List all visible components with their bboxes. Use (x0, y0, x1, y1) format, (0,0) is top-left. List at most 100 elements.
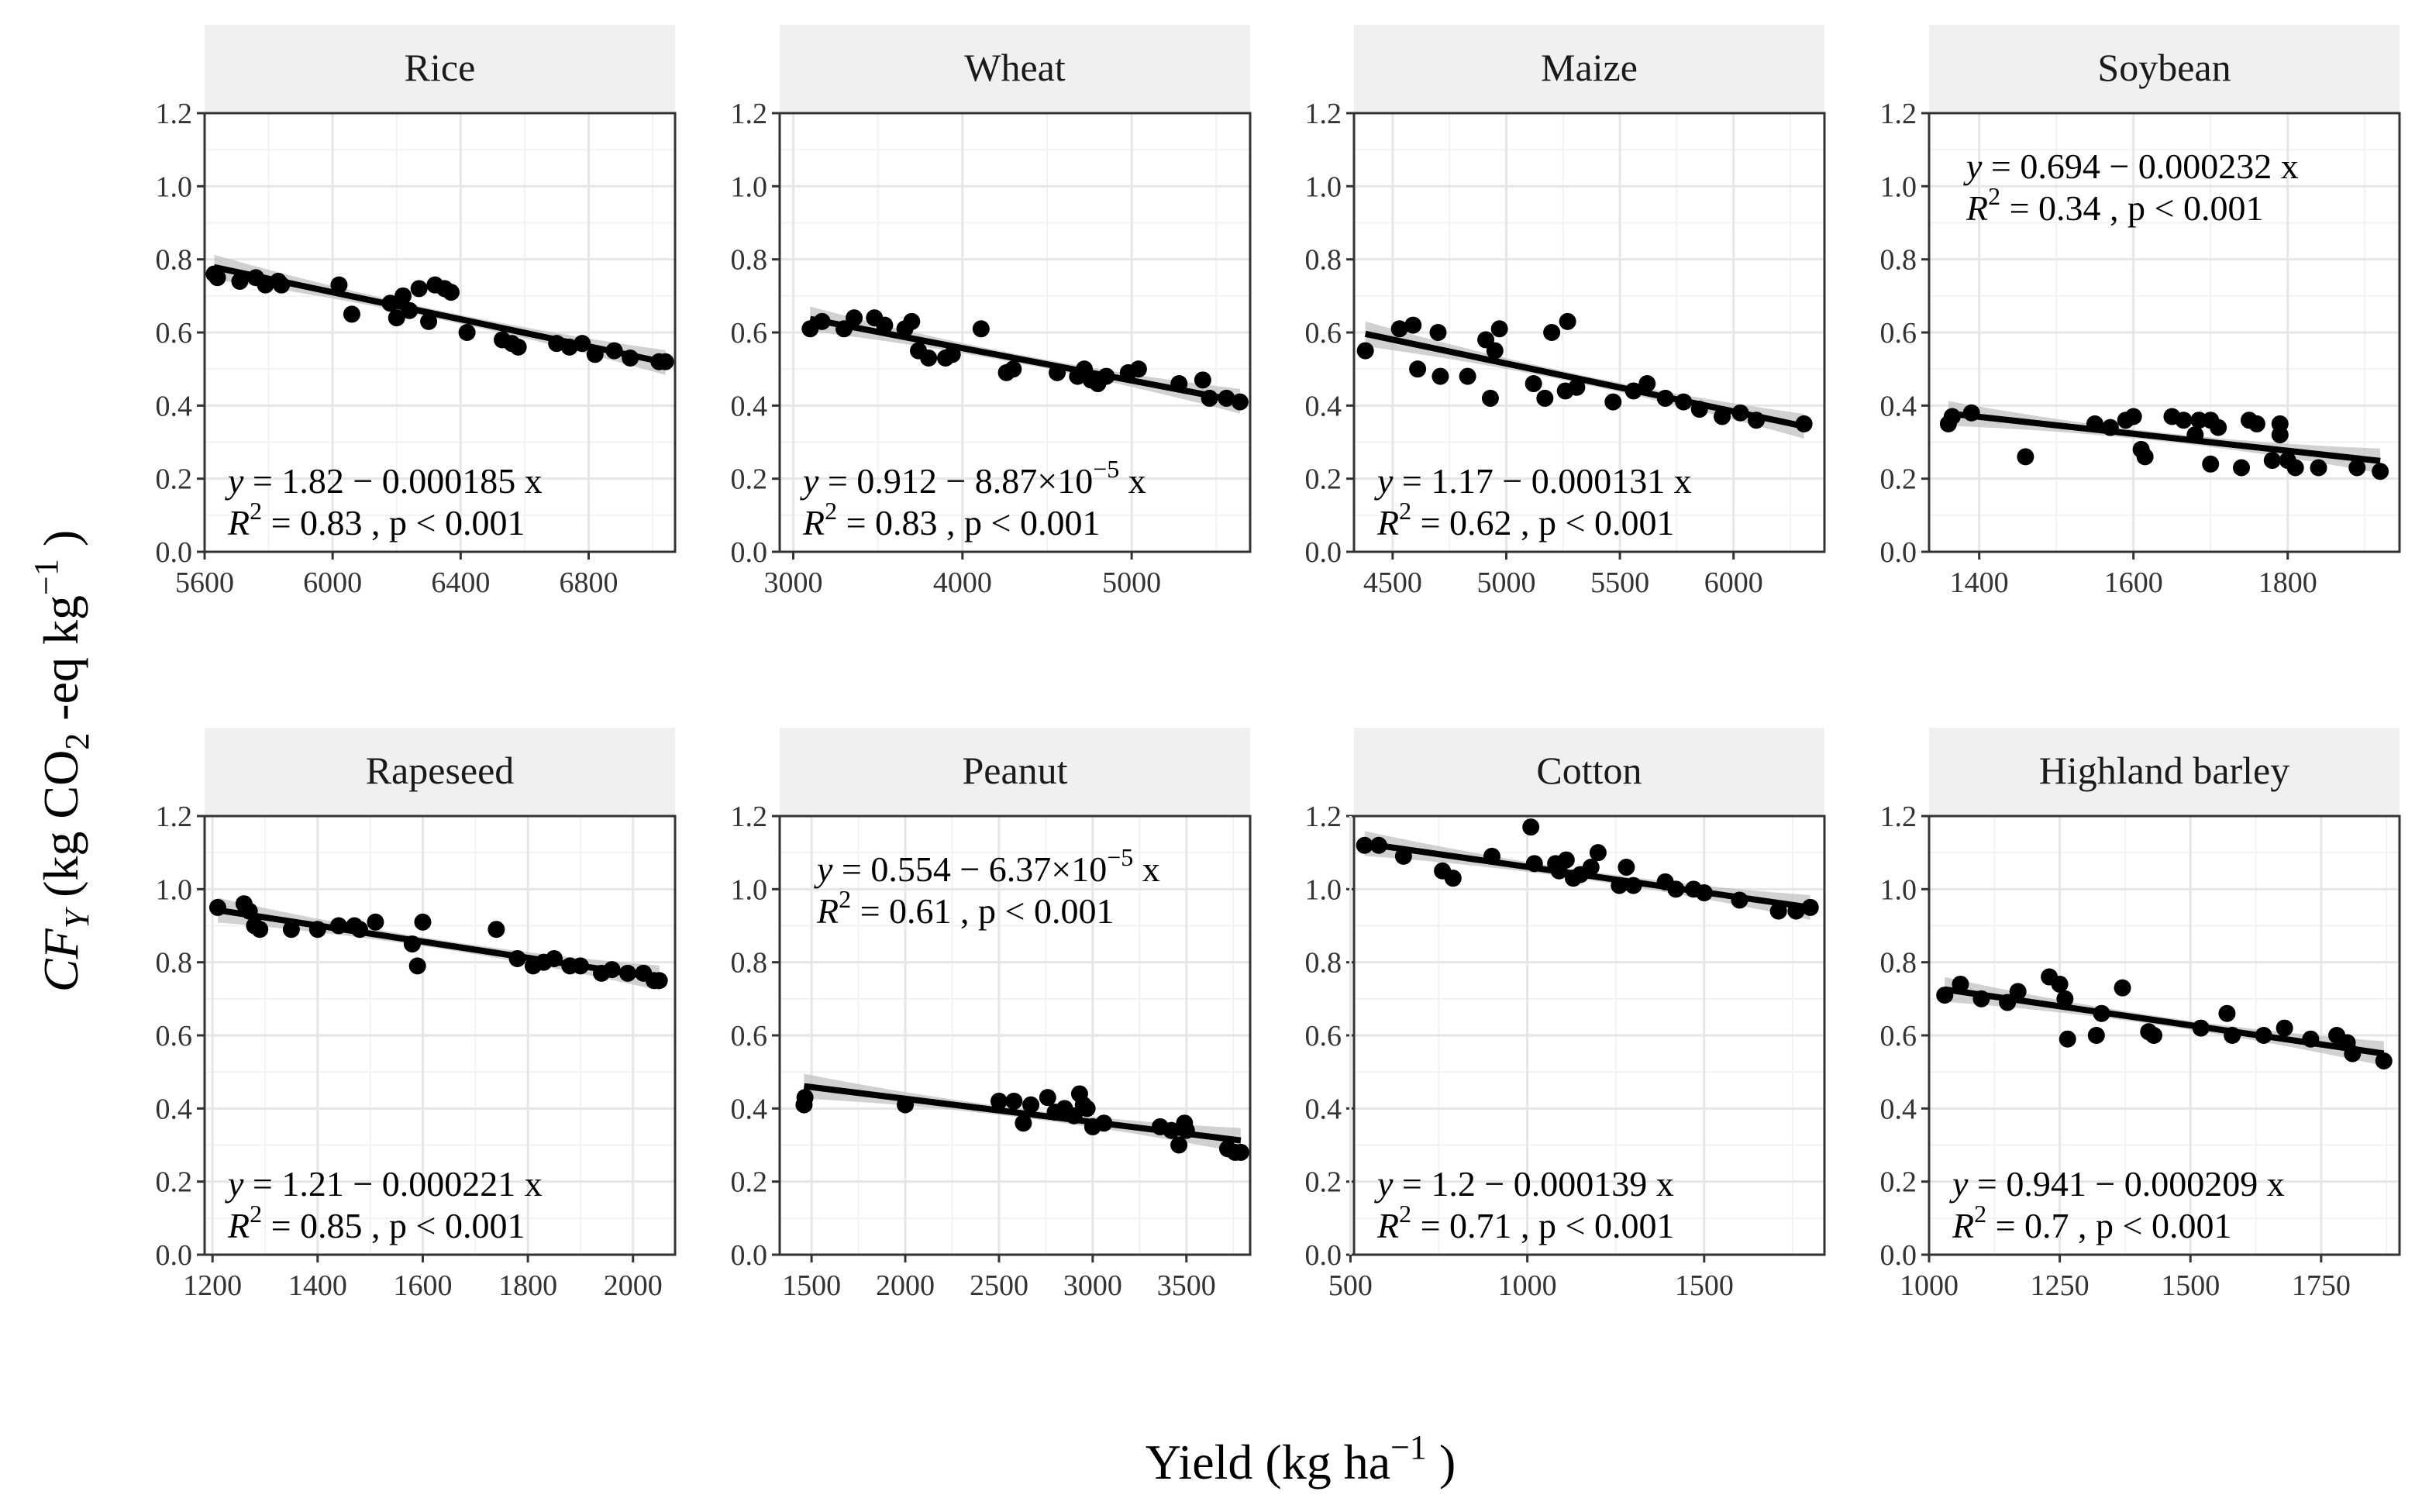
equation-body: = 1.82 − 0.000185 x (243, 461, 542, 501)
data-point (1589, 844, 1607, 862)
data-point (990, 1092, 1008, 1110)
data-point (1481, 389, 1499, 407)
tick-label-y: 0.6 (1305, 317, 1342, 350)
strip-highland-barley (1929, 728, 2400, 816)
tick-label-x: 1250 (2031, 1269, 2090, 1302)
data-point (2348, 459, 2366, 477)
tick-label-y: 0.2 (731, 1166, 768, 1199)
tick-label-y: 0.0 (731, 1239, 768, 1272)
data-point (2202, 455, 2220, 473)
data-point (1486, 342, 1504, 360)
equation-exponent: −5 (1107, 843, 1133, 871)
tick-label-x: 1400 (1950, 567, 2009, 599)
y-axis-title-suffix: ) (33, 530, 88, 559)
strip-soybean (1929, 25, 2400, 113)
data-point (1769, 902, 1787, 920)
tick-label-y: 0.0 (1305, 1239, 1342, 1272)
equation-rapeseed: y = 1.21 − 0.000221 x (225, 1164, 543, 1204)
tick-label-y: 0.4 (156, 390, 193, 422)
x-axis-title-text: Yield (kg ha (1146, 1435, 1390, 1490)
tick-label-x: 1000 (1498, 1269, 1557, 1302)
data-point (1170, 1136, 1188, 1154)
tick-label-y: 0.2 (156, 1166, 193, 1199)
r-squared-symbol: R (1376, 1206, 1399, 1245)
r-squared-symbol: R (816, 891, 839, 931)
r-squared-value: = 0.83 , p < 0.001 (262, 503, 525, 542)
data-point (1557, 851, 1575, 869)
data-point (488, 921, 505, 939)
data-point (410, 280, 428, 298)
equation-y: y (814, 849, 833, 889)
data-point (2136, 448, 2154, 466)
r-squared-peanut: R2 = 0.61 , p < 0.001 (816, 885, 1115, 931)
tick-label-y: 0.0 (1305, 536, 1342, 569)
data-point (1568, 378, 1586, 396)
data-point (1429, 324, 1447, 341)
strip-rapeseed (205, 728, 675, 816)
strip-peanut (780, 728, 1250, 816)
data-point (1543, 324, 1561, 341)
data-point (2218, 1004, 2236, 1022)
r-squared-exponent: 2 (1399, 1200, 1411, 1228)
data-point (2114, 979, 2131, 997)
tick-label-y: 0.4 (731, 390, 768, 422)
tick-label-y: 0.0 (156, 1239, 193, 1272)
panel-border-rice (203, 112, 677, 553)
data-point (1525, 375, 1542, 393)
data-point (1404, 316, 1422, 334)
data-point (1559, 312, 1576, 330)
r-squared-exponent: 2 (250, 1200, 262, 1228)
tick-label-x: 1400 (288, 1269, 347, 1302)
tick-label-y: 0.8 (156, 947, 193, 980)
y-axis-title-unit: (kg CO (33, 750, 88, 910)
panel-border-cotton (1352, 815, 1826, 1256)
tick-label-y: 0.6 (156, 317, 193, 350)
data-point (846, 309, 863, 327)
r-squared-symbol: R (227, 503, 250, 542)
panel-border-rapeseed (203, 815, 677, 1256)
tick-label-y: 0.8 (1880, 244, 1917, 277)
tick-label-y: 0.8 (731, 244, 768, 277)
data-point (420, 312, 438, 330)
tick-label-x: 4000 (933, 567, 992, 599)
data-point (1536, 389, 1554, 407)
data-point (1444, 870, 1462, 887)
equation-y: y (225, 461, 244, 501)
data-point (1129, 360, 1147, 378)
panel-rapeseed: Rapeseed 0.0 0.2 0.4 0.6 0.8 1.0 1.2 1200 1400 160… (156, 728, 677, 1302)
data-point (330, 276, 348, 294)
data-point (1431, 367, 1449, 385)
data-point (1618, 859, 1635, 877)
equation-wheat: y = 0.912 − 8.87×10−5 x (800, 455, 1146, 501)
fit-line-highland-barley (1944, 986, 2385, 1057)
tick-label-y: 1.0 (1305, 170, 1342, 203)
data-point (1004, 360, 1022, 378)
tick-label-y: 0.2 (1880, 1166, 1917, 1199)
tick-label-y: 1.2 (731, 801, 768, 833)
tick-label-y: 0.8 (1305, 244, 1342, 277)
r-squared-exponent: 2 (250, 497, 262, 525)
data-point (1015, 1114, 1032, 1132)
r-squared-exponent: 2 (1974, 1200, 1986, 1228)
tick-label-y: 0.6 (156, 1020, 193, 1052)
panel-border-maize (1352, 112, 1826, 553)
y-axis-title-cf: CF (33, 928, 88, 992)
data-point (1356, 342, 1374, 360)
equation-y: y (1374, 461, 1394, 501)
data-point (251, 921, 269, 939)
r-squared-symbol: R (227, 1206, 250, 1245)
tick-label-x: 1000 (1900, 1269, 1959, 1302)
tick-label-x: 1800 (2258, 567, 2317, 599)
r-squared-value: = 0.61 , p < 0.001 (851, 891, 1114, 931)
strip-label-rapeseed: Rapeseed (366, 749, 515, 792)
x-axis-title: Yield (kg ha−1 ) (1146, 1428, 1456, 1490)
r-squared-value: = 0.62 , p < 0.001 (1411, 503, 1674, 542)
equation-body: = 1.2 − 0.000139 x (1393, 1164, 1673, 1204)
y-axis-title-cf-sub: Y (58, 906, 96, 928)
r-squared-symbol: R (1952, 1206, 1974, 1245)
r-squared-exponent: 2 (825, 497, 837, 525)
r-squared-soybean: R2 = 0.34 , p < 0.001 (1966, 182, 2264, 228)
data-point (2009, 983, 2027, 1001)
panel-cotton: Cotton 0.0 0.2 0.4 0.6 0.8 1.0 1.2 500 1000 1500 y … (1305, 728, 1826, 1302)
strip-cotton (1354, 728, 1824, 816)
